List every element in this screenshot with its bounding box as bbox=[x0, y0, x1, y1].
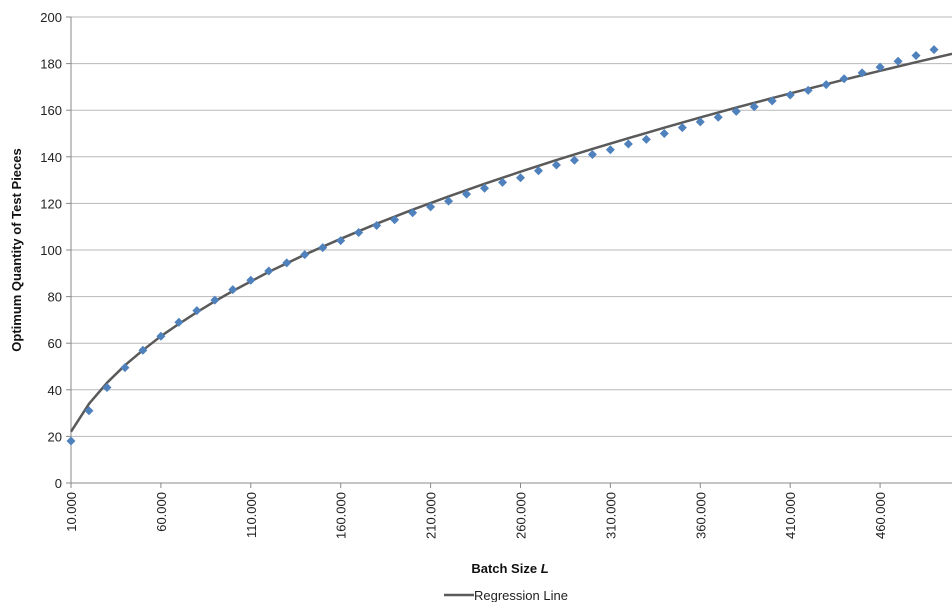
y-tick-label: 40 bbox=[48, 383, 62, 398]
data-points-series bbox=[66, 45, 939, 446]
x-tick-label: 10.000 bbox=[64, 492, 79, 532]
data-point bbox=[228, 285, 238, 295]
data-point bbox=[875, 62, 885, 72]
legend: Regression Line bbox=[444, 588, 568, 602]
legend-label-regression-line: Regression Line bbox=[474, 588, 568, 602]
data-point bbox=[300, 250, 310, 260]
data-point bbox=[408, 208, 418, 218]
data-point bbox=[192, 306, 202, 316]
data-point bbox=[120, 363, 130, 373]
data-point bbox=[767, 96, 777, 106]
y-tick-label: 60 bbox=[48, 336, 62, 351]
data-point bbox=[749, 102, 759, 112]
y-tick-label: 20 bbox=[48, 429, 62, 444]
x-tick-label: 110.000 bbox=[244, 492, 259, 538]
data-point bbox=[821, 80, 831, 90]
x-tick-label: 210.000 bbox=[424, 492, 439, 539]
data-point bbox=[533, 166, 543, 176]
y-axis-title: Optimum Quantity of Test Pieces bbox=[9, 148, 24, 351]
y-tick-label: 80 bbox=[48, 290, 62, 305]
data-point bbox=[893, 56, 903, 66]
data-point bbox=[480, 183, 490, 193]
data-point bbox=[839, 74, 849, 84]
x-tick-label: 410.000 bbox=[783, 492, 798, 539]
data-point bbox=[498, 177, 508, 187]
x-tick-label: 160.000 bbox=[334, 492, 349, 539]
y-tick-label: 0 bbox=[55, 476, 62, 491]
y-tick-label: 180 bbox=[40, 57, 62, 72]
data-point bbox=[264, 266, 274, 276]
data-point bbox=[911, 50, 921, 60]
x-tick-labels: 10.000 60.000 110.000 160.000 210.000 260.000… bbox=[64, 492, 888, 539]
data-point bbox=[444, 196, 454, 206]
x-tick-label: 460.000 bbox=[873, 492, 888, 539]
data-point bbox=[587, 149, 597, 159]
data-point bbox=[66, 436, 76, 446]
data-point bbox=[785, 90, 795, 100]
data-point bbox=[641, 134, 651, 144]
data-point bbox=[462, 189, 472, 199]
x-axis-title-variable: L bbox=[541, 561, 549, 576]
data-point bbox=[336, 236, 346, 246]
x-axis-title-text: Batch Size bbox=[471, 561, 537, 576]
data-point bbox=[174, 317, 184, 327]
data-point bbox=[569, 155, 579, 165]
data-point bbox=[156, 331, 166, 341]
x-tick-label: 260.000 bbox=[513, 492, 528, 539]
data-point bbox=[731, 106, 741, 116]
data-point bbox=[713, 112, 723, 122]
data-point bbox=[246, 275, 256, 285]
data-point bbox=[803, 85, 813, 95]
data-point bbox=[659, 129, 669, 138]
axes bbox=[70, 17, 952, 488]
data-point bbox=[390, 215, 400, 225]
y-tick-label: 200 bbox=[40, 10, 62, 25]
data-point bbox=[695, 117, 705, 127]
x-tick-label: 360.000 bbox=[693, 492, 708, 539]
data-point bbox=[551, 160, 561, 170]
data-point bbox=[515, 173, 525, 183]
data-point bbox=[318, 243, 328, 253]
data-point bbox=[138, 345, 148, 355]
x-tick-label: 60.000 bbox=[154, 492, 169, 532]
data-point bbox=[84, 406, 94, 416]
data-point bbox=[929, 45, 939, 55]
x-tick-label: 310.000 bbox=[603, 492, 618, 539]
y-tick-label: 160 bbox=[40, 103, 62, 118]
data-point bbox=[372, 221, 382, 231]
data-point bbox=[605, 145, 615, 155]
data-point bbox=[677, 123, 687, 133]
gridlines bbox=[66, 16, 952, 484]
data-point bbox=[857, 68, 867, 78]
x-axis-title: Batch Size L bbox=[471, 561, 548, 576]
y-tick-labels: 0 20 40 60 80 100 120 140 160 180 200 bbox=[40, 10, 62, 491]
data-point bbox=[210, 295, 220, 305]
data-point bbox=[354, 228, 364, 238]
data-point bbox=[102, 382, 112, 392]
y-tick-label: 140 bbox=[40, 150, 62, 165]
data-point bbox=[623, 139, 633, 149]
y-tick-label: 120 bbox=[40, 196, 62, 211]
y-tick-label: 100 bbox=[40, 243, 62, 258]
data-point bbox=[426, 202, 436, 212]
data-point bbox=[282, 258, 292, 268]
